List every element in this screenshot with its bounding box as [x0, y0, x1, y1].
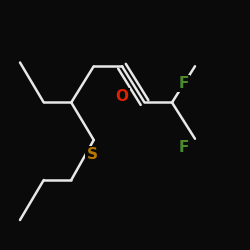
- Text: F: F: [178, 140, 189, 155]
- Text: O: O: [116, 89, 128, 104]
- Text: F: F: [178, 76, 189, 91]
- Text: S: S: [86, 147, 98, 162]
